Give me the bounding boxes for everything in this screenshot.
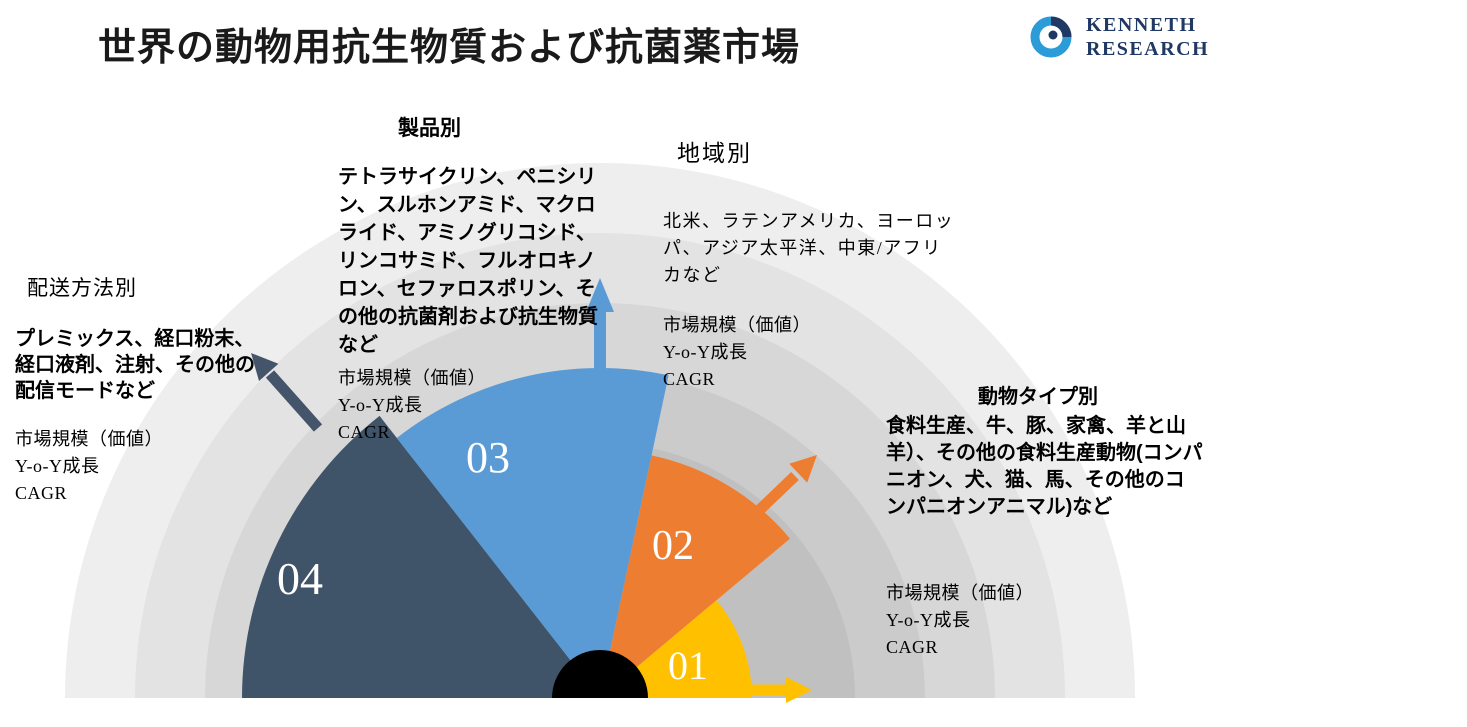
metric-market-size: 市場規模（価値） xyxy=(663,315,811,335)
metric-yoy-growth: Y-o-Y成長 xyxy=(886,610,971,630)
section-delivery-body: プレミックス、経口粉末、経口液剤、注射、その他の配信モードなど xyxy=(15,328,255,402)
segment-01-number: 01 xyxy=(668,643,708,688)
section-product-body: テトラサイクリン、ペニシリン、スルホンアミド、マクロライド、アミノグリコシド、リ… xyxy=(338,166,598,356)
section-product-title: 製品別 xyxy=(398,117,461,140)
metric-cagr: CAGR xyxy=(15,483,68,503)
metric-market-size: 市場規模（価値） xyxy=(15,429,163,449)
section-region-body: 北米、ラテンアメリカ、ヨーロッパ、アジア太平洋、中東/アフリカなど xyxy=(663,211,955,285)
logo-mark-icon xyxy=(1030,16,1072,58)
metric-cagr: CAGR xyxy=(338,422,391,442)
segment-02-wedge xyxy=(600,455,790,698)
segment-03-arrowhead-icon xyxy=(586,278,614,312)
segment-03-wedge xyxy=(396,367,669,698)
section-delivery-title: 配送方法別 xyxy=(27,276,137,300)
center-hub xyxy=(552,650,648,698)
segment-04-arrow-shaft xyxy=(265,370,323,432)
section-delivery-metrics: 市場規模（価値） Y-o-Y成長 CAGR xyxy=(15,426,163,507)
logo-text-line1: KENNETH xyxy=(1086,14,1197,36)
metric-cagr: CAGR xyxy=(886,637,939,657)
section-animal-metrics: 市場規模（価値） Y-o-Y成長 CAGR xyxy=(886,580,1034,661)
metric-cagr: CAGR xyxy=(663,369,716,389)
segment-04-arrowhead-icon xyxy=(251,353,279,381)
segment-03-number: 03 xyxy=(466,433,510,482)
segment-01-arrowhead-icon xyxy=(786,677,812,703)
segment-04-wedge xyxy=(242,415,600,698)
segment-02-arrow-shaft xyxy=(744,472,799,525)
metric-yoy-growth: Y-o-Y成長 xyxy=(15,456,100,476)
section-animal-title: 動物タイプ別 xyxy=(978,386,1098,408)
section-animal-body: 食料生産、牛、豚、家禽、羊と山羊）、その他の食料生産動物(コンパニオン、犬、猫、… xyxy=(886,415,1203,518)
metric-yoy-growth: Y-o-Y成長 xyxy=(663,342,748,362)
segment-02-arrowhead-icon xyxy=(789,455,817,483)
page-title: 世界の動物用抗生物質および抗菌薬市場 xyxy=(98,27,801,69)
segment-02-number: 02 xyxy=(652,523,694,569)
logo-text-line2: RESEARCH xyxy=(1086,38,1210,60)
logo-center-dot xyxy=(1048,30,1058,40)
kenneth-research-logo: KENNETH RESEARCH xyxy=(1026,12,1209,62)
section-product-metrics: 市場規模（価値） Y-o-Y成長 CAGR xyxy=(338,365,486,446)
segment-04-number: 04 xyxy=(277,553,323,604)
logo-swirl-dark-arc xyxy=(1050,16,1072,38)
metric-yoy-growth: Y-o-Y成長 xyxy=(338,395,423,415)
metric-market-size: 市場規模（価値） xyxy=(886,583,1034,603)
metric-market-size: 市場規模（価値） xyxy=(338,368,486,388)
section-region-title: 地域別 xyxy=(677,141,752,166)
section-region-metrics: 市場規模（価値） Y-o-Y成長 CAGR xyxy=(663,312,811,393)
